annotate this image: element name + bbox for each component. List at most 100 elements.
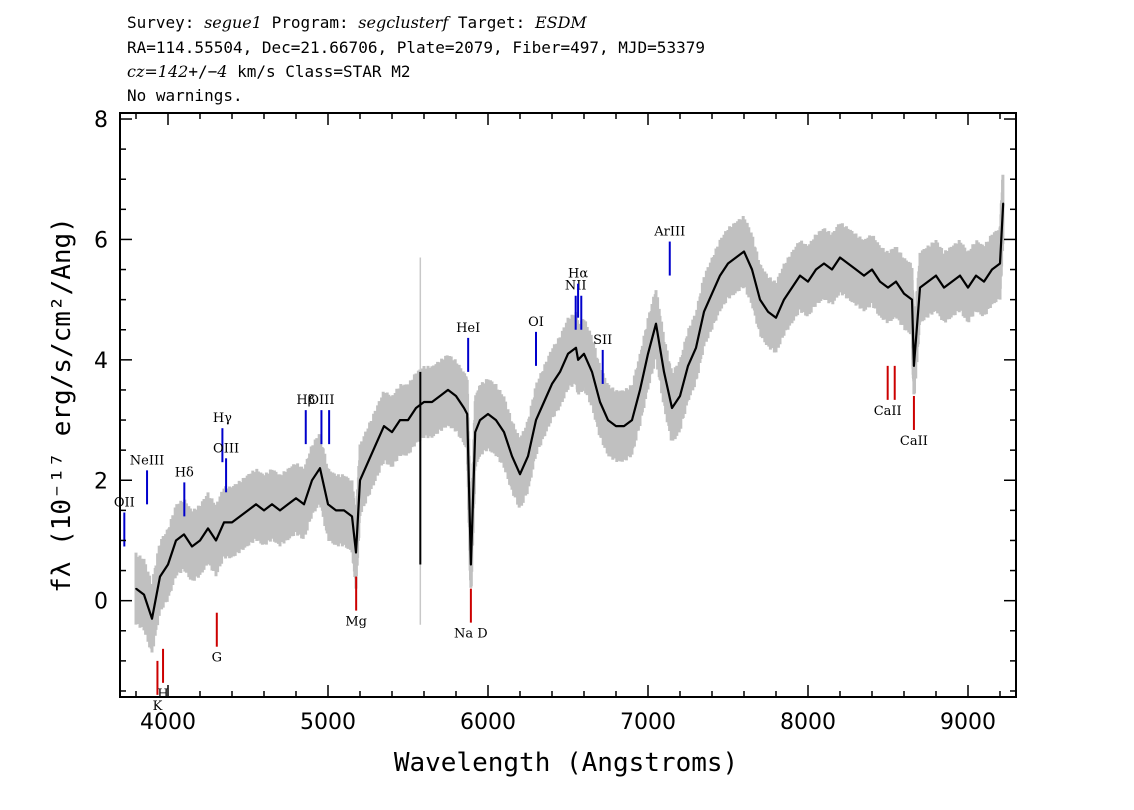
- spectrum-point: [183, 533, 185, 536]
- spectrum-point: [367, 461, 369, 463]
- survey-prefix: Survey:: [127, 13, 205, 32]
- axes: 4000 5000 6000 7000 8000 9000 0 2 4 6 8: [94, 108, 1017, 735]
- spectrum-point: [255, 503, 257, 506]
- spectrum-point: [943, 286, 945, 289]
- marker-label-g: G: [212, 651, 222, 666]
- spectrum-point: [167, 563, 169, 566]
- axis-labels: Wavelength (Angstroms) fλ (10⁻¹⁷ erg/s/c…: [47, 217, 738, 778]
- spectrum-point: [543, 401, 545, 403]
- spectrum-point: [279, 509, 281, 512]
- spectrum-point: [511, 455, 513, 457]
- spectrum-point: [143, 593, 145, 596]
- spectrum-point: [727, 262, 729, 265]
- spectrum-point: [271, 503, 273, 506]
- spectrum-point: [191, 545, 193, 548]
- spectrum-point: [474, 431, 477, 433]
- spectrum-point: [735, 256, 737, 259]
- plot-frame: [119, 112, 1017, 698]
- spectrum-point: [223, 521, 225, 524]
- spectrum-point: [479, 419, 481, 421]
- spectrum-point: [983, 280, 985, 283]
- spectrum-point: [959, 274, 961, 277]
- spectrum-point: [903, 292, 905, 295]
- spectrum-point: [823, 262, 825, 265]
- spectrum-point: [343, 509, 345, 512]
- spectrum-point: [887, 286, 889, 289]
- x-tick-label: 8000: [780, 710, 836, 735]
- cz-plusminus: +/−: [188, 62, 218, 81]
- spectrum-point: [1002, 202, 1004, 205]
- spectrum-point: [447, 389, 449, 391]
- spectrum-point: [519, 473, 521, 476]
- spectrum-point: [263, 509, 265, 512]
- marker-label-caii: CaII: [900, 434, 928, 449]
- spectrum-point: [935, 274, 937, 277]
- spectrum-point: [975, 274, 977, 277]
- spectrum-point: [871, 268, 873, 271]
- y-tick-label: 4: [94, 349, 108, 374]
- spectrum-point: [919, 286, 921, 289]
- marker-label-na-d: Na D: [454, 627, 488, 642]
- spectrum-point: [831, 268, 833, 271]
- cz-value: cz=142: [127, 62, 189, 81]
- spectrum-point: [791, 286, 793, 289]
- spectrum-point: [799, 274, 801, 277]
- spectrum-point: [855, 268, 857, 271]
- spectrum-point: [239, 515, 241, 518]
- marker-label-hγ: Hγ: [213, 411, 232, 426]
- spectrum-point: [375, 443, 377, 445]
- spectrum-point: [151, 617, 153, 620]
- spectrum-point: [879, 280, 881, 283]
- spectrum-point: [671, 407, 673, 409]
- spectrum-point: [495, 419, 497, 421]
- target-prefix: Target:: [448, 13, 535, 32]
- spectrum-point: [399, 419, 401, 421]
- spectrum-point: [863, 274, 865, 277]
- spectrum-point: [335, 509, 337, 512]
- spectrum-point: [303, 503, 305, 506]
- spectrum-point: [591, 371, 593, 373]
- x-tick-label: 7000: [620, 710, 676, 735]
- spectrum-point: [391, 431, 393, 433]
- spectrum-point: [759, 298, 761, 301]
- program-prefix: Program:: [261, 13, 359, 32]
- spectrum-point: [839, 256, 841, 259]
- spectrum-point: [466, 413, 469, 415]
- spectrum-point: [455, 395, 457, 397]
- spectrum-point: [679, 395, 681, 397]
- spectrum-point: [599, 401, 601, 403]
- spectrum-point: [647, 353, 649, 355]
- spectrum-point: [815, 268, 817, 271]
- header-line-1: Survey: segue1 Program: segclusterf Targ…: [127, 13, 587, 33]
- spectrum-point: [503, 431, 505, 433]
- x-tick-label: 9000: [940, 710, 996, 735]
- spectrum-point: [423, 401, 425, 403]
- marker-label-hδ: Hδ: [175, 465, 194, 480]
- spectrum-point: [583, 353, 585, 355]
- marker-label-hei: HeI: [456, 321, 480, 336]
- x-tick-label: 6000: [460, 710, 516, 735]
- spectrum-point: [175, 539, 177, 542]
- y-tick-label: 0: [94, 590, 108, 615]
- spectrum-point: [295, 497, 297, 500]
- spectrum-point: [231, 521, 233, 524]
- y-axis-label: fλ (10⁻¹⁷ erg/s/cm²/Ang): [47, 217, 77, 593]
- spectrum-point: [351, 515, 353, 518]
- spectrum-point: [575, 347, 577, 349]
- spectrum-point: [687, 365, 689, 367]
- spectrum-point: [967, 286, 969, 289]
- spectrum-point: [247, 509, 249, 512]
- spectrum-point: [135, 587, 137, 590]
- spectrum-point: [487, 413, 489, 415]
- marker-label-oi: OI: [528, 315, 544, 330]
- survey-name: segue1: [204, 13, 262, 32]
- spectrum-point: [535, 419, 537, 421]
- spectrum-point: [927, 280, 929, 283]
- spectrum-point: [431, 401, 433, 403]
- spectrum-point: [215, 539, 217, 542]
- spectrum-point: [207, 527, 209, 530]
- spectrum-point: [631, 419, 633, 421]
- spectrum-point: [311, 479, 313, 482]
- marker-label-ariii: ArIII: [653, 225, 685, 240]
